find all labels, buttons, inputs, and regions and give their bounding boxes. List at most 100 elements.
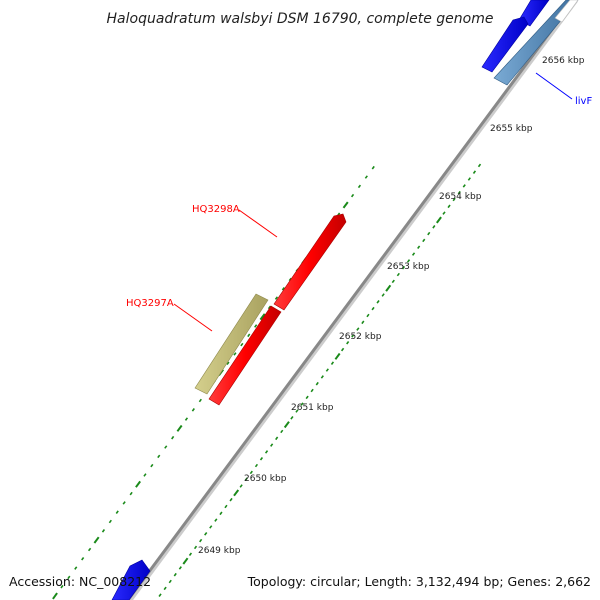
inner-tick bbox=[173, 572, 177, 577]
inner-tick bbox=[193, 545, 198, 550]
outer-tick bbox=[164, 445, 168, 449]
inner-tick bbox=[300, 402, 304, 406]
inner-tick bbox=[396, 272, 400, 277]
outer-tick bbox=[240, 342, 244, 347]
inner-tick bbox=[467, 177, 471, 181]
inner-tick bbox=[182, 557, 189, 565]
inner-tick bbox=[188, 552, 193, 556]
outer-tick bbox=[93, 536, 100, 544]
inner-tick bbox=[366, 313, 370, 318]
outer-tick bbox=[259, 313, 266, 321]
outer-tick bbox=[184, 417, 189, 421]
inner-tick bbox=[280, 429, 284, 434]
inner-tick bbox=[209, 525, 213, 529]
gene-hq3297a[interactable] bbox=[208, 305, 282, 406]
outer-tick bbox=[60, 584, 64, 589]
inner-tick bbox=[422, 238, 426, 243]
inner-tick bbox=[168, 579, 172, 584]
kbp-label: 2649 kbp bbox=[198, 546, 241, 556]
kbp-label: 2655 kbp bbox=[490, 124, 533, 134]
inner-tick bbox=[472, 170, 477, 174]
gene-blue-top-2[interactable] bbox=[481, 16, 529, 73]
outer-tick bbox=[267, 305, 272, 310]
outer-tick bbox=[198, 398, 202, 403]
inner-tick bbox=[290, 416, 294, 420]
inner-tick bbox=[411, 252, 416, 256]
outer-tick bbox=[101, 529, 106, 533]
outer-tick bbox=[364, 175, 368, 179]
inner-tick bbox=[432, 225, 436, 229]
inner-tick bbox=[417, 245, 421, 249]
outer-tick bbox=[371, 165, 375, 170]
outer-tick bbox=[150, 463, 154, 468]
inner-tick bbox=[229, 497, 233, 502]
topology-label: Topology: circular; Length: 3,132,494 bp… bbox=[247, 574, 591, 589]
inner-tick bbox=[204, 532, 208, 536]
inner-tick bbox=[351, 334, 355, 338]
outer-tick bbox=[108, 519, 112, 524]
inner-tick bbox=[163, 586, 167, 591]
inner-tick bbox=[264, 450, 269, 454]
inner-tick bbox=[361, 320, 365, 325]
outer-tick bbox=[67, 575, 71, 580]
inner-tick bbox=[385, 284, 392, 292]
inner-tick bbox=[376, 300, 380, 304]
kbp-label: 2654 kbp bbox=[439, 192, 482, 202]
outer-tick bbox=[122, 501, 126, 505]
genome-backbone bbox=[126, 0, 576, 600]
inner-tick bbox=[310, 388, 314, 393]
gene-label-hq3297a[interactable]: HQ3297A bbox=[126, 298, 174, 309]
inner-tick bbox=[427, 231, 431, 236]
outer-tick bbox=[288, 277, 292, 282]
outer-tick bbox=[247, 333, 251, 338]
inner-tick bbox=[224, 504, 228, 509]
inner-tick bbox=[214, 518, 218, 522]
inner-tick bbox=[435, 216, 442, 224]
outer-tick bbox=[157, 454, 161, 459]
gene-label-livf[interactable]: livF bbox=[575, 96, 592, 107]
kbp-label: 2653 kbp bbox=[387, 262, 430, 272]
gene-livf[interactable] bbox=[493, 0, 579, 86]
kbp-label: 2651 kbp bbox=[291, 403, 334, 413]
map-title: Haloquadratum walsbyi DSM 16790, complet… bbox=[107, 11, 494, 27]
inner-tick bbox=[244, 477, 248, 481]
inner-tick bbox=[259, 457, 264, 461]
outer-tick bbox=[357, 184, 362, 189]
inner-tick bbox=[346, 341, 350, 345]
inner-tick bbox=[315, 381, 319, 386]
outer-tick bbox=[254, 324, 258, 328]
gene-steel-top[interactable] bbox=[554, 0, 579, 23]
inner-tick bbox=[356, 327, 360, 331]
inner-tick bbox=[381, 293, 385, 297]
gene-hq3298a[interactable] bbox=[273, 213, 347, 311]
inner-tick bbox=[158, 593, 162, 597]
inner-tick bbox=[320, 375, 324, 379]
inner-tick bbox=[249, 470, 253, 475]
inner-tick bbox=[457, 190, 461, 195]
inner-tick bbox=[334, 352, 341, 360]
inner-tick bbox=[270, 443, 274, 447]
inner-tick bbox=[233, 489, 240, 497]
kbp-label: 2652 kbp bbox=[339, 332, 382, 342]
outer-tick bbox=[281, 287, 285, 291]
inner-tick bbox=[305, 395, 309, 400]
outer-tick bbox=[274, 296, 279, 300]
inner-tick bbox=[340, 347, 345, 352]
kbp-label: 2656 kbp bbox=[542, 56, 585, 66]
accession-label: Accession: NC_008212 bbox=[9, 574, 152, 589]
outer-tick bbox=[129, 491, 133, 496]
inner-tick bbox=[442, 211, 446, 215]
gene-label-hq3298a[interactable]: HQ3298A bbox=[192, 204, 240, 215]
gene-blue-bottom[interactable] bbox=[111, 559, 151, 600]
outer-tick bbox=[87, 547, 92, 552]
gene-olive-feature[interactable] bbox=[194, 293, 269, 395]
kbp-ruler: 2649 kbp 2650 kbp 2651 kbp 2652 kbp 2653 kbp… bbox=[198, 56, 585, 556]
outer-tick bbox=[226, 361, 230, 365]
outer-tick bbox=[81, 557, 85, 561]
inner-tick bbox=[452, 197, 456, 202]
outer-tick bbox=[350, 193, 355, 198]
inner-tick bbox=[295, 409, 299, 413]
inner-tick bbox=[477, 163, 482, 168]
inner-tick bbox=[178, 566, 182, 570]
